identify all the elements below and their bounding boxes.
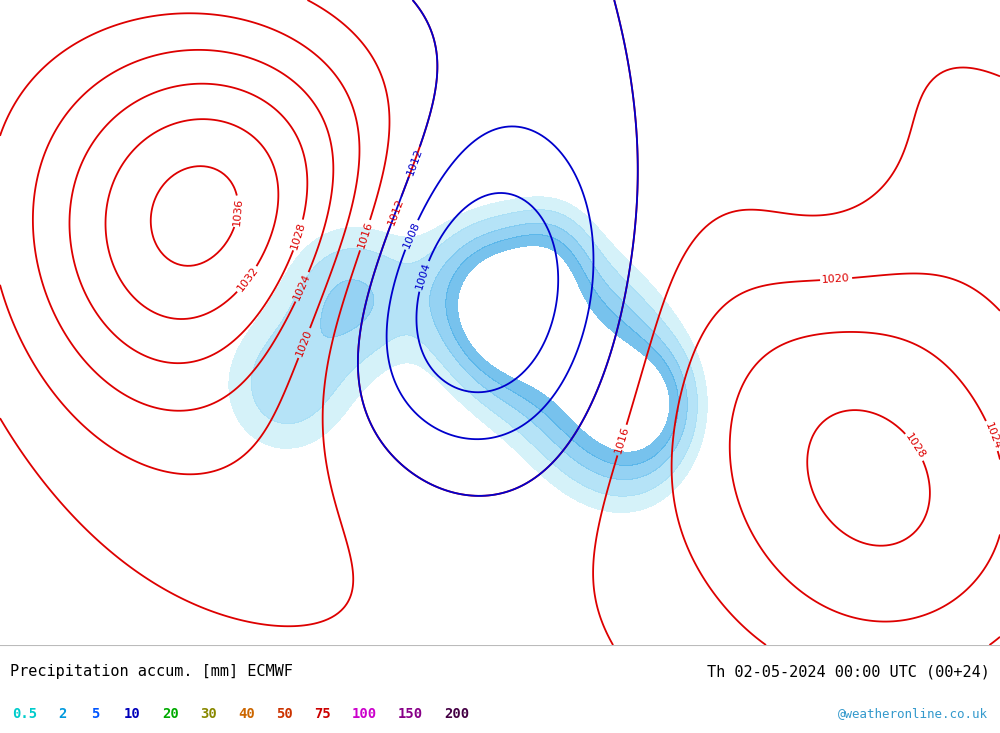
- Text: 50: 50: [276, 707, 293, 721]
- Text: 200: 200: [444, 707, 469, 721]
- Text: 1020: 1020: [822, 273, 850, 285]
- Text: @weatheronline.co.uk: @weatheronline.co.uk: [838, 707, 988, 720]
- Text: 1016: 1016: [613, 425, 631, 455]
- Text: 75: 75: [314, 707, 331, 721]
- Text: 1032: 1032: [235, 265, 260, 294]
- Text: 1016: 1016: [356, 221, 374, 250]
- Text: 150: 150: [398, 707, 423, 721]
- Text: 2: 2: [58, 707, 66, 721]
- Text: 1024: 1024: [983, 421, 1000, 451]
- Text: 0.5: 0.5: [12, 707, 37, 721]
- Text: 1028: 1028: [290, 220, 308, 250]
- Text: 30: 30: [200, 707, 217, 721]
- Text: 5: 5: [91, 707, 99, 721]
- Text: 1028: 1028: [903, 432, 927, 461]
- Text: 1036: 1036: [232, 197, 244, 226]
- Text: 1024: 1024: [292, 272, 313, 302]
- Text: 1008: 1008: [401, 220, 422, 250]
- Text: Th 02-05-2024 00:00 UTC (00+24): Th 02-05-2024 00:00 UTC (00+24): [707, 664, 990, 679]
- Text: 10: 10: [124, 707, 141, 721]
- Text: 40: 40: [238, 707, 255, 721]
- Text: 1012: 1012: [405, 147, 424, 177]
- Text: 1004: 1004: [414, 261, 432, 291]
- Text: 1012: 1012: [386, 196, 405, 226]
- Text: Precipitation accum. [mm] ECMWF: Precipitation accum. [mm] ECMWF: [10, 664, 293, 679]
- Text: 1020: 1020: [294, 328, 314, 358]
- Text: 100: 100: [352, 707, 377, 721]
- Text: 20: 20: [162, 707, 179, 721]
